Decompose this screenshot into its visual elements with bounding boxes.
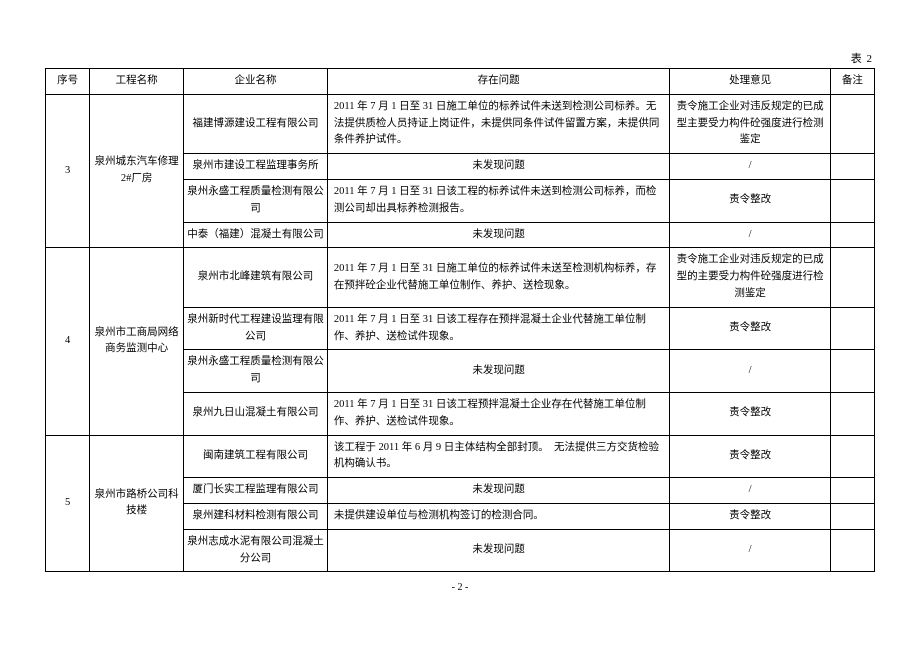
cell-note xyxy=(830,478,874,504)
table-row: 4泉州市工商局网络商务监测中心泉州市北峰建筑有限公司2011 年 7 月 1 日… xyxy=(46,248,875,307)
cell-note xyxy=(830,179,874,222)
cell-company: 泉州志成水泥有限公司混凝土分公司 xyxy=(184,529,328,572)
cell-issue: 未发现问题 xyxy=(327,350,670,393)
cell-note xyxy=(830,392,874,435)
header-project: 工程名称 xyxy=(90,69,184,95)
cell-opinion: / xyxy=(670,529,830,572)
cell-note xyxy=(830,503,874,529)
header-note: 备注 xyxy=(830,69,874,95)
cell-issue: 2011 年 7 月 1 日至 31 日该工程存在预拌混凝土企业代替施工单位制作… xyxy=(327,307,670,350)
cell-issue: 2011 年 7 月 1 日至 31 日施工单位的标养试件未送至检测机构标养，存… xyxy=(327,248,670,307)
cell-opinion: 责令整改 xyxy=(670,179,830,222)
cell-opinion: 责令整改 xyxy=(670,307,830,350)
cell-company: 泉州建科材料检测有限公司 xyxy=(184,503,328,529)
header-row: 序号 工程名称 企业名称 存在问题 处理意见 备注 xyxy=(46,69,875,95)
cell-company: 泉州九日山混凝土有限公司 xyxy=(184,392,328,435)
cell-note xyxy=(830,350,874,393)
cell-opinion: / xyxy=(670,350,830,393)
cell-opinion: / xyxy=(670,478,830,504)
cell-opinion: 责令整改 xyxy=(670,435,830,478)
cell-company: 中泰（福建）混凝土有限公司 xyxy=(184,222,328,248)
cell-opinion: 责令整改 xyxy=(670,392,830,435)
cell-issue: 未发现问题 xyxy=(327,478,670,504)
cell-opinion: / xyxy=(670,154,830,180)
cell-issue: 2011 年 7 月 1 日至 31 日该工程预拌混凝土企业存在代替施工单位制作… xyxy=(327,392,670,435)
cell-issue: 未发现问题 xyxy=(327,154,670,180)
page-number: - 2 - xyxy=(45,582,875,593)
cell-project: 泉州市路桥公司科技楼 xyxy=(90,435,184,572)
cell-company: 泉州市建设工程监理事务所 xyxy=(184,154,328,180)
cell-issue: 未发现问题 xyxy=(327,529,670,572)
cell-issue: 2011 年 7 月 1 日至 31 日施工单位的标养试件未送到检测公司标养。无… xyxy=(327,94,670,153)
cell-company: 闽南建筑工程有限公司 xyxy=(184,435,328,478)
cell-company: 泉州永盛工程质量检测有限公司 xyxy=(184,350,328,393)
cell-seq: 4 xyxy=(46,248,90,435)
header-opinion: 处理意见 xyxy=(670,69,830,95)
cell-company: 厦门长实工程监理有限公司 xyxy=(184,478,328,504)
cell-note xyxy=(830,222,874,248)
cell-note xyxy=(830,435,874,478)
header-company: 企业名称 xyxy=(184,69,328,95)
table-row: 3泉州城东汽车修理 2#厂房福建博源建设工程有限公司2011 年 7 月 1 日… xyxy=(46,94,875,153)
cell-company: 泉州永盛工程质量检测有限公司 xyxy=(184,179,328,222)
cell-seq: 5 xyxy=(46,435,90,572)
cell-company: 泉州新时代工程建设监理有限公司 xyxy=(184,307,328,350)
cell-company: 泉州市北峰建筑有限公司 xyxy=(184,248,328,307)
cell-note xyxy=(830,529,874,572)
cell-issue: 2011 年 7 月 1 日至 31 日该工程的标养试件未送到检测公司标养，而检… xyxy=(327,179,670,222)
cell-seq: 3 xyxy=(46,94,90,248)
cell-issue: 该工程于 2011 年 6 月 9 日主体结构全部封顶。 无法提供三方交货检验机… xyxy=(327,435,670,478)
cell-note xyxy=(830,154,874,180)
table-row: 5泉州市路桥公司科技楼闽南建筑工程有限公司该工程于 2011 年 6 月 9 日… xyxy=(46,435,875,478)
cell-company: 福建博源建设工程有限公司 xyxy=(184,94,328,153)
header-issue: 存在问题 xyxy=(327,69,670,95)
cell-issue: 未提供建设单位与检测机构签订的检测合同。 xyxy=(327,503,670,529)
cell-note xyxy=(830,307,874,350)
main-table: 序号 工程名称 企业名称 存在问题 处理意见 备注 3泉州城东汽车修理 2#厂房… xyxy=(45,68,875,572)
cell-opinion: / xyxy=(670,222,830,248)
table-label: 表 2 xyxy=(45,50,875,66)
cell-project: 泉州城东汽车修理 2#厂房 xyxy=(90,94,184,248)
cell-opinion: 责令施工企业对违反规定的已成型主要受力构件砼强度进行检测鉴定 xyxy=(670,94,830,153)
cell-note xyxy=(830,94,874,153)
cell-opinion: 责令施工企业对违反规定的已成型的主要受力构件砼强度进行检测鉴定 xyxy=(670,248,830,307)
cell-note xyxy=(830,248,874,307)
cell-issue: 未发现问题 xyxy=(327,222,670,248)
cell-opinion: 责令整改 xyxy=(670,503,830,529)
header-seq: 序号 xyxy=(46,69,90,95)
cell-project: 泉州市工商局网络商务监测中心 xyxy=(90,248,184,435)
